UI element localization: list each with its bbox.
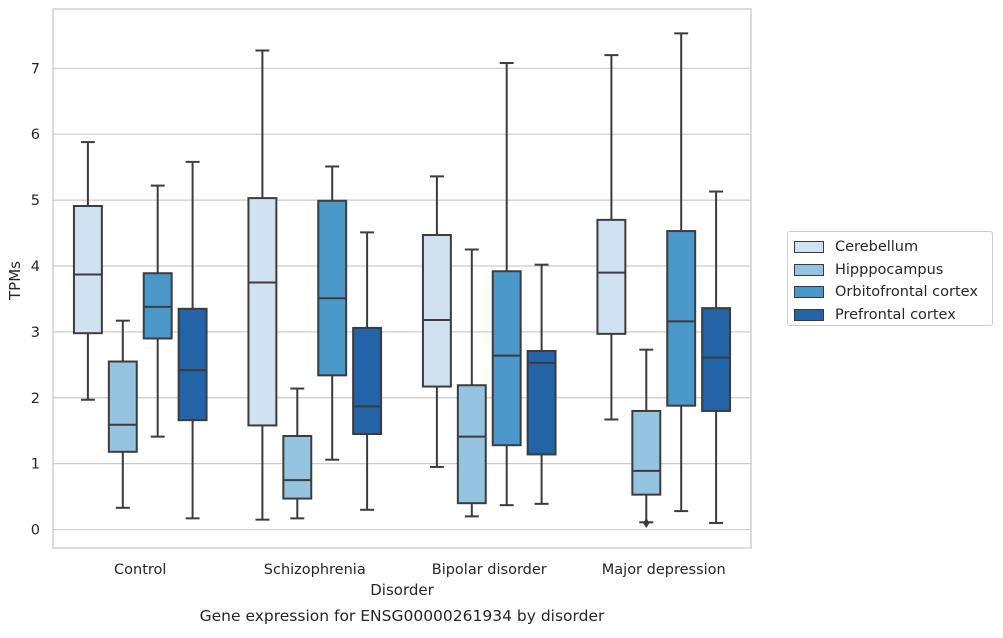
legend-swatch <box>794 263 824 276</box>
legend: Cerebellum Hipppocampus Orbitofrontal cort… <box>787 231 993 326</box>
y-tick-label: 4 <box>31 259 40 275</box>
box-body <box>352 326 383 436</box>
legend-swatch <box>794 241 824 254</box>
box-body <box>456 384 487 505</box>
y-axis-label: TPMs <box>6 261 24 300</box>
y-tick-label: 6 <box>31 127 40 143</box>
plot-frame <box>52 8 752 549</box>
box-body <box>282 434 313 500</box>
box-body <box>526 349 557 456</box>
box-body <box>107 360 138 453</box>
box-body <box>596 218 627 335</box>
legend-item: Orbitofrontal cortex <box>794 281 992 304</box>
legend-label: Cerebellum <box>835 239 919 256</box>
box-body <box>177 307 208 422</box>
x-tick-label: Schizophrenia <box>264 562 366 578</box>
box-body <box>701 307 732 412</box>
box-body <box>421 234 452 388</box>
legend-label: Orbitofrontal cortex <box>835 284 978 301</box>
box-body <box>666 230 697 407</box>
y-tick-label: 0 <box>31 523 40 539</box>
box-body <box>631 409 662 496</box>
box-body <box>247 197 278 427</box>
x-tick-label: Control <box>114 562 166 578</box>
y-tick-label: 2 <box>31 391 40 407</box>
y-tick-label: 3 <box>31 325 40 341</box>
y-tick-label: 1 <box>31 457 40 473</box>
legend-swatch <box>794 308 824 321</box>
x-tick-label: Bipolar disorder <box>432 562 547 578</box>
box-body <box>491 270 522 447</box>
legend-label: Hipppocampus <box>835 261 944 278</box>
legend-swatch <box>794 286 824 299</box>
y-tick-label: 5 <box>31 193 40 209</box>
chart-caption: Gene expression for ENSG00000261934 by d… <box>199 607 605 625</box>
box-outlier <box>643 517 650 528</box>
x-tick-label: Major depression <box>602 562 726 578</box>
legend-label: Prefrontal cortex <box>835 306 956 323</box>
box-body <box>72 205 103 335</box>
legend-item: Prefrontal cortex <box>794 304 992 327</box>
y-tick-label: 7 <box>31 61 40 77</box>
x-axis-label: Disorder <box>370 581 434 599</box>
box-body <box>317 199 348 377</box>
legend-item: Hipppocampus <box>794 259 992 282</box>
legend-item: Cerebellum <box>794 236 992 259</box>
